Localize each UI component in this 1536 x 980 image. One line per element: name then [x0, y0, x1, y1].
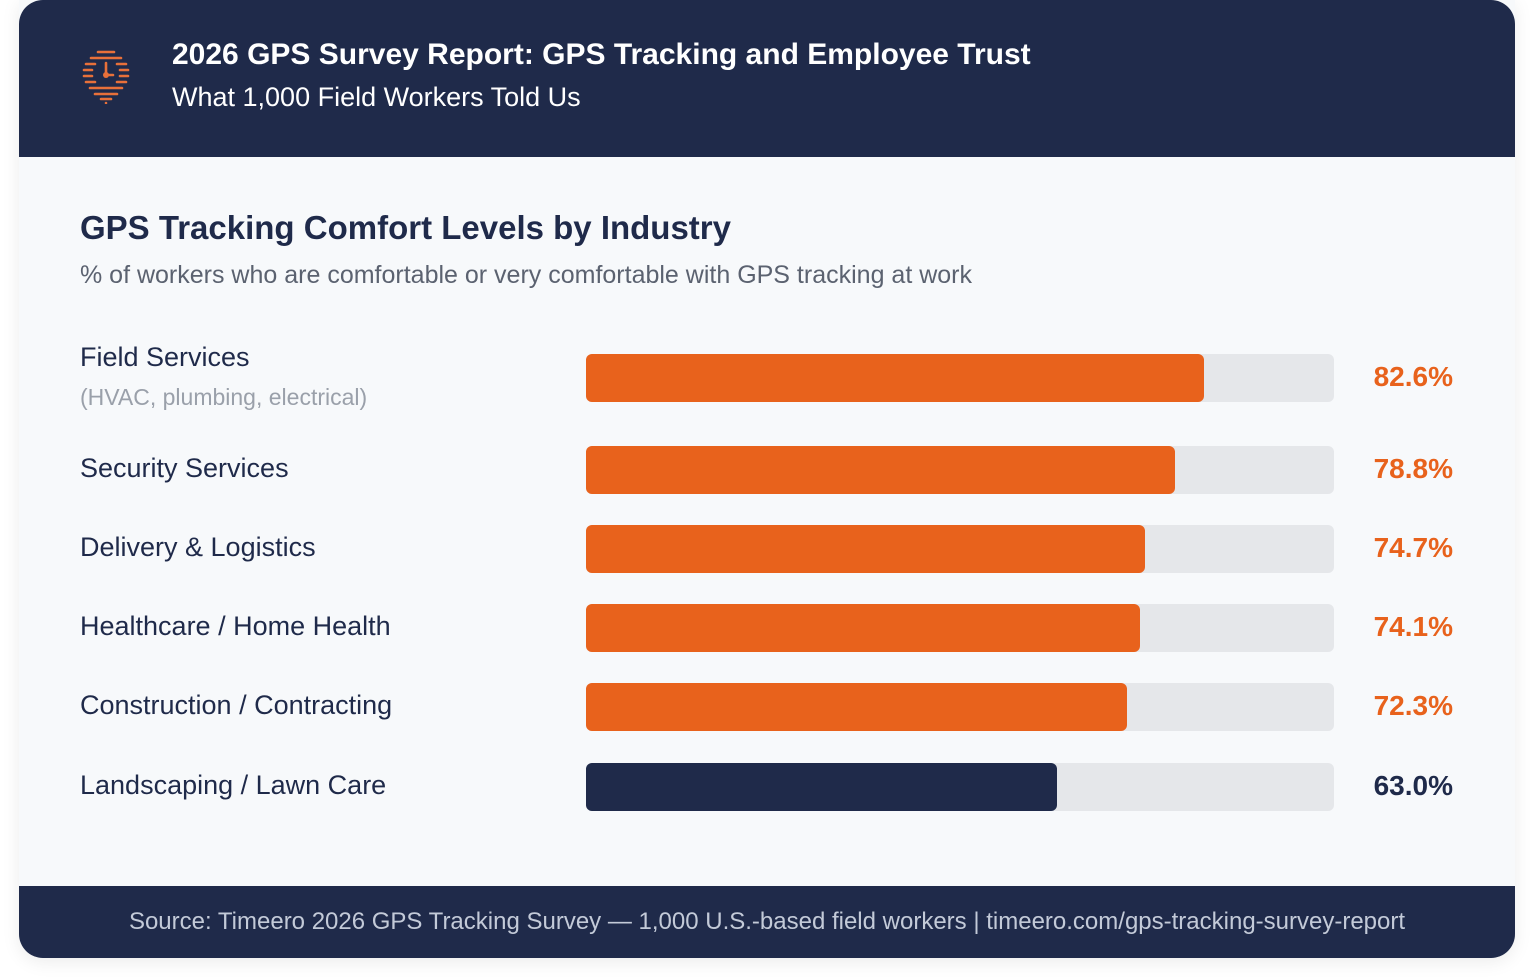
- bar: [586, 354, 1204, 402]
- category-label: Landscaping / Lawn Care: [80, 770, 387, 800]
- category-sublabel: (HVAC, plumbing, electrical): [80, 384, 368, 410]
- bar-track: [586, 354, 1334, 402]
- clock-location-pin-icon: [82, 50, 130, 104]
- bar-track: [586, 446, 1334, 494]
- bar: [586, 763, 1058, 811]
- category-label: Field Services: [80, 342, 250, 372]
- value-label: 82.6%: [1373, 361, 1453, 392]
- bar: [586, 604, 1141, 652]
- bar: [586, 683, 1127, 731]
- header: 2026 GPS Survey Report: GPS Tracking and…: [19, 0, 1515, 157]
- category-label: Construction / Contracting: [80, 690, 393, 720]
- bar-track: [586, 683, 1334, 731]
- value-label: 78.8%: [1373, 453, 1453, 484]
- bar: [586, 525, 1145, 573]
- value-label: 72.3%: [1373, 690, 1453, 721]
- bar-track: [586, 525, 1334, 573]
- bar-track: [586, 604, 1334, 652]
- source-footer: Source: Timeero 2026 GPS Tracking Survey…: [19, 886, 1515, 958]
- report-subtitle: What 1,000 Field Workers Told Us: [172, 82, 581, 112]
- chart-subtitle: % of workers who are comfortable or very…: [80, 261, 972, 289]
- chart-title: GPS Tracking Comfort Levels by Industry: [80, 209, 731, 246]
- report-title: 2026 GPS Survey Report: GPS Tracking and…: [172, 38, 1031, 71]
- value-label: 74.1%: [1373, 611, 1453, 642]
- value-label: 63.0%: [1373, 770, 1453, 801]
- category-label: Healthcare / Home Health: [80, 611, 391, 641]
- bar: [586, 446, 1176, 494]
- category-label: Security Services: [80, 453, 289, 483]
- bar-track: [586, 763, 1334, 811]
- value-label: 74.7%: [1373, 532, 1453, 563]
- report-card: 2026 GPS Survey Report: GPS Tracking and…: [19, 0, 1515, 958]
- category-label: Delivery & Logistics: [80, 532, 316, 562]
